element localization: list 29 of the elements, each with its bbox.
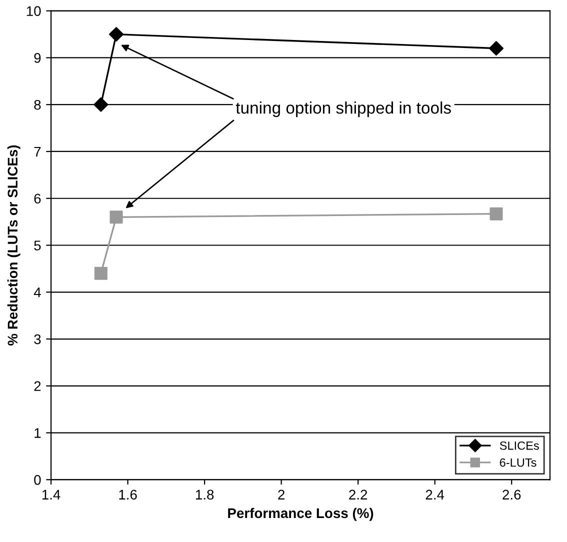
x-tick-label: 1.6 (119, 490, 137, 500)
x-axis-title: Performance Loss (%) (228, 508, 374, 521)
y-tick-label: 0 (34, 475, 41, 485)
legend-label: 6-LUTs (500, 458, 536, 467)
y-axis-title: % Reduction (LUTs or SLICEs) (7, 145, 20, 346)
y-tick-label: 2 (34, 381, 41, 391)
x-tick-label: 2 (278, 490, 284, 500)
x-tick-label: 1.4 (42, 490, 60, 500)
point (490, 207, 503, 220)
y-tick-label: 6 (34, 194, 41, 204)
y-tick-label: 8 (34, 100, 41, 110)
y-tick-label: 4 (34, 288, 41, 298)
point (108, 27, 124, 42)
y-tick-label: 9 (34, 53, 41, 63)
x-tick-label: 2.6 (502, 490, 521, 500)
point (488, 41, 504, 56)
point (94, 97, 108, 112)
point (110, 210, 123, 224)
y-tick-label: 7 (34, 146, 41, 157)
x-tick-label: 2.2 (349, 490, 368, 500)
y-tick-label: 5 (34, 240, 41, 250)
y-tick-label: 10 (26, 6, 41, 16)
point (94, 266, 108, 280)
annotation: tuning option shipped in tools (236, 102, 451, 118)
x-tick-label: 1.8 (196, 490, 214, 500)
x-tick-label: 2.4 (426, 490, 444, 500)
y-tick-label: 3 (34, 334, 41, 344)
legend-label: SLICEs (500, 441, 539, 450)
y-tick-label: 1 (34, 428, 41, 438)
